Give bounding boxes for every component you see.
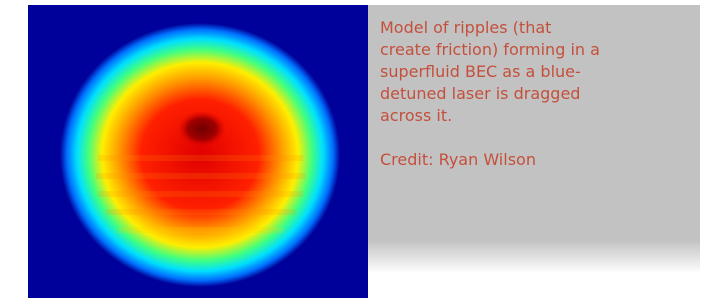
- ripple-image: [28, 5, 368, 298]
- caption-line: create friction) forming in a: [380, 39, 690, 61]
- caption-line: Model of ripples (that: [380, 17, 690, 39]
- caption-line: superfluid BEC as a blue-: [380, 61, 690, 83]
- page: Model of ripples (thatcreate friction) f…: [0, 0, 723, 298]
- caption-line: detuned laser is dragged: [380, 83, 690, 105]
- caption-line: across it.: [380, 105, 690, 127]
- credit: Credit: Ryan Wilson: [380, 149, 690, 171]
- laser-spot: [178, 111, 226, 147]
